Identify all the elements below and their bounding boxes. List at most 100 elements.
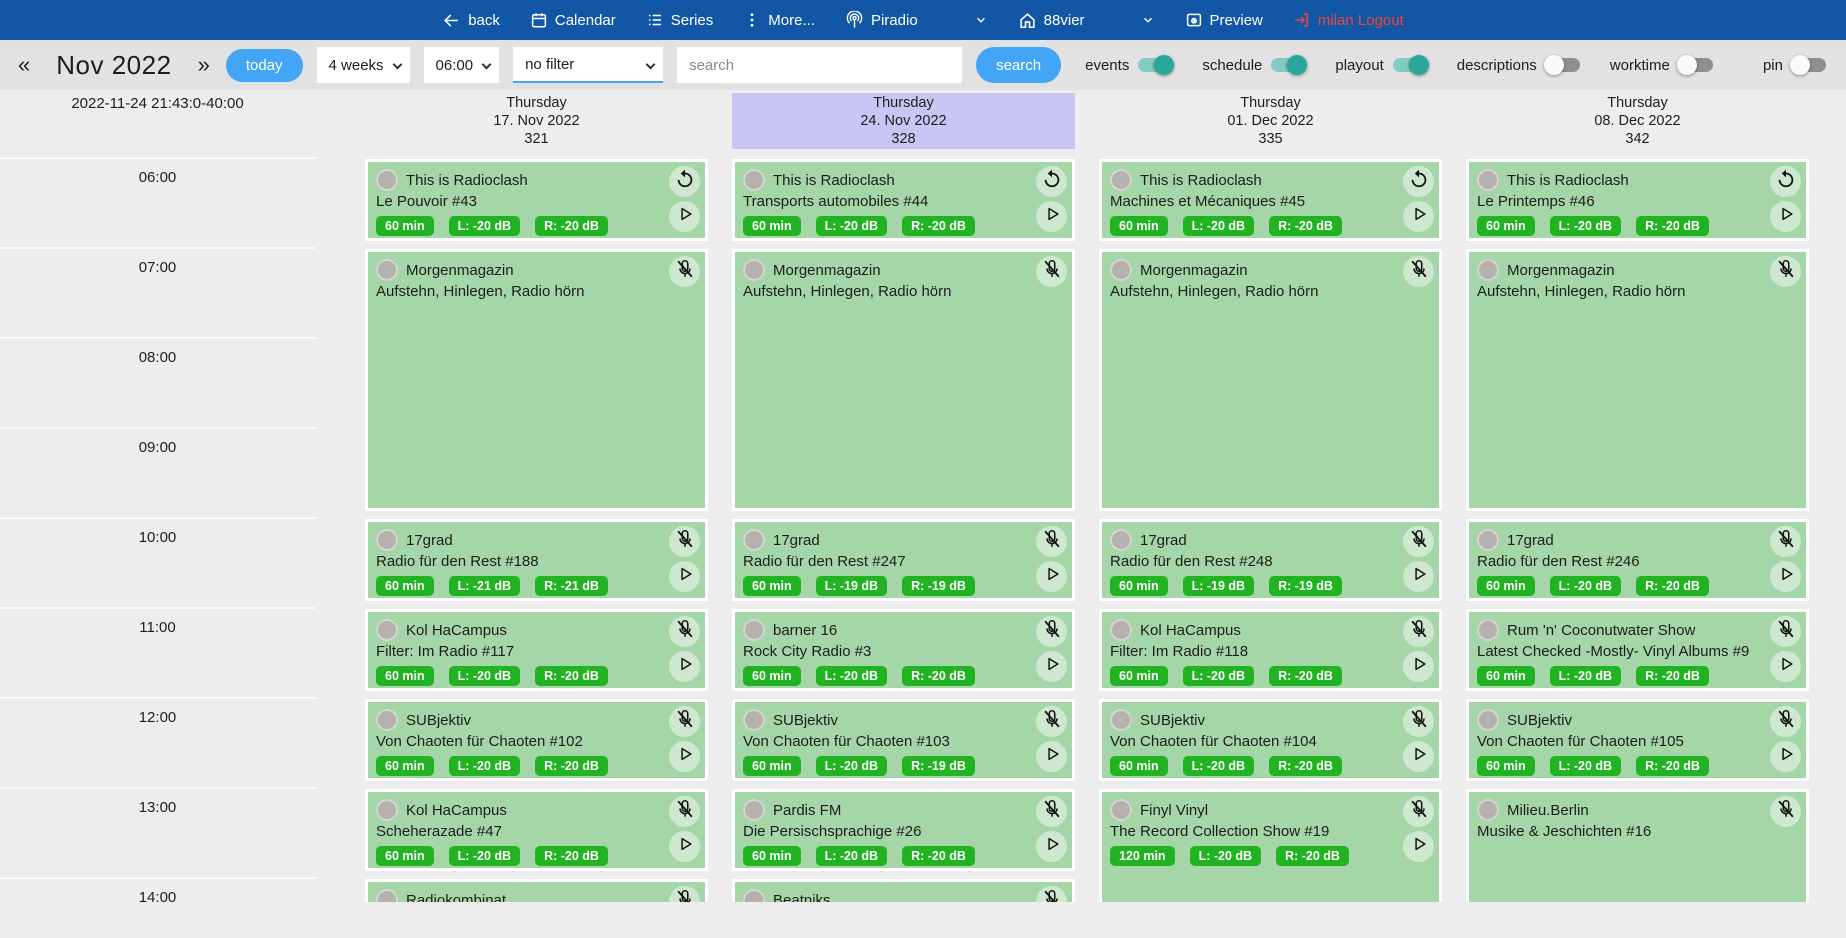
show-avatar [376, 799, 398, 821]
mic-off-button[interactable] [1403, 706, 1434, 737]
search-input[interactable] [677, 47, 963, 83]
event-card[interactable]: Rum 'n' Coconutwater Show Latest Checked… [1466, 609, 1809, 691]
event-card[interactable]: Radiokombinat [365, 879, 708, 902]
mic-off-button[interactable] [669, 796, 700, 827]
channel-dropdown-chevron[interactable] [1141, 13, 1155, 27]
nav-calendar[interactable]: Calendar [530, 11, 616, 29]
play-button[interactable] [1036, 831, 1067, 862]
play-button[interactable] [669, 741, 700, 772]
nav-logout[interactable]: milan Logout [1293, 11, 1404, 29]
event-card[interactable]: Kol HaCampus Scheherazade #47 60 min L: -… [365, 789, 708, 871]
nav-channel[interactable]: 88vier [1018, 11, 1085, 30]
event-card[interactable]: This is Radioclash Transports automobile… [732, 159, 1075, 241]
event-card[interactable]: Kol HaCampus Filter: Im Radio #118 60 mi… [1099, 609, 1442, 691]
play-button[interactable] [1036, 651, 1067, 682]
event-card[interactable]: Beatniks [732, 879, 1075, 902]
event-card[interactable]: SUBjektiv Von Chaoten für Chaoten #105 6… [1466, 699, 1809, 781]
event-card[interactable]: Pardis FM Die Persischsprachige #26 60 m… [732, 789, 1075, 871]
mic-off-button[interactable] [1770, 616, 1801, 647]
today-button[interactable]: today [225, 48, 303, 82]
mic-off-button[interactable] [1770, 796, 1801, 827]
play-button[interactable] [1770, 561, 1801, 592]
event-card[interactable]: This is Radioclash Machines et Mécanique… [1099, 159, 1442, 241]
search-button[interactable]: search [976, 47, 1062, 83]
replay-button[interactable] [1770, 166, 1801, 197]
mic-off-button[interactable] [1403, 526, 1434, 557]
play-button[interactable] [1770, 201, 1801, 232]
nav-series[interactable]: Series [646, 11, 713, 29]
play-button[interactable] [669, 831, 700, 862]
mic-off-button[interactable] [1036, 796, 1067, 827]
event-card[interactable]: Morgenmagazin Aufstehn, Hinlegen, Radio … [1099, 249, 1442, 511]
toggle-worktime[interactable] [1676, 55, 1713, 75]
play-button[interactable] [1036, 561, 1067, 592]
filter-select[interactable]: no filter [513, 47, 664, 83]
play-button[interactable] [1036, 201, 1067, 232]
event-card[interactable]: This is Radioclash Le Pouvoir #43 60 min… [365, 159, 708, 241]
play-button[interactable] [1036, 741, 1067, 772]
play-button[interactable] [1403, 201, 1434, 232]
mic-off-button[interactable] [1403, 256, 1434, 287]
event-card[interactable]: SUBjektiv Von Chaoten für Chaoten #102 6… [365, 699, 708, 781]
play-button[interactable] [1403, 561, 1434, 592]
mic-off-button[interactable] [1036, 706, 1067, 737]
mic-off-button[interactable] [669, 886, 700, 902]
day-column-header[interactable]: Thursday 08. Dec 2022 342 [1466, 93, 1809, 149]
station-dropdown-chevron[interactable] [974, 13, 988, 27]
replay-button[interactable] [1403, 166, 1434, 197]
mic-off-button[interactable] [669, 256, 700, 287]
event-card[interactable]: This is Radioclash Le Printemps #46 60 m… [1466, 159, 1809, 241]
mic-off-button[interactable] [1036, 526, 1067, 557]
play-button[interactable] [1770, 741, 1801, 772]
nav-station[interactable]: Piradio [845, 10, 918, 30]
event-card[interactable]: 17grad Radio für den Rest #188 60 min L: … [365, 519, 708, 601]
mic-off-button[interactable] [1770, 526, 1801, 557]
toggle-schedule[interactable] [1271, 55, 1308, 75]
event-card[interactable]: SUBjektiv Von Chaoten für Chaoten #103 6… [732, 699, 1075, 781]
nav-back[interactable]: back [442, 11, 500, 30]
mic-off-button[interactable] [669, 706, 700, 737]
event-card[interactable]: barner 16 Rock City Radio #3 60 min L: -2… [732, 609, 1075, 691]
nav-preview[interactable]: Preview [1185, 11, 1263, 29]
play-button[interactable] [669, 201, 700, 232]
prev-month-button[interactable]: « [18, 52, 31, 77]
replay-button[interactable] [669, 166, 700, 197]
play-button[interactable] [1403, 651, 1434, 682]
day-column-header[interactable]: Thursday 17. Nov 2022 321 [365, 93, 708, 149]
day-column-header[interactable]: Thursday 24. Nov 2022 328 [732, 93, 1075, 149]
mic-off-button[interactable] [1770, 256, 1801, 287]
play-button[interactable] [669, 561, 700, 592]
day-column-header[interactable]: Thursday 01. Dec 2022 335 [1099, 93, 1442, 149]
mic-off-button[interactable] [669, 526, 700, 557]
replay-button[interactable] [1036, 166, 1067, 197]
mic-off-button[interactable] [1036, 256, 1067, 287]
toggle-descriptions[interactable] [1543, 55, 1580, 75]
event-card[interactable]: 17grad Radio für den Rest #247 60 min L: … [732, 519, 1075, 601]
mic-off-button[interactable] [1403, 616, 1434, 647]
toggle-events[interactable] [1138, 55, 1175, 75]
play-button[interactable] [1770, 651, 1801, 682]
event-card[interactable]: Milieu.Berlin Musike & Jeschichten #16 [1466, 789, 1809, 902]
mic-off-button[interactable] [1403, 796, 1434, 827]
event-card[interactable]: Morgenmagazin Aufstehn, Hinlegen, Radio … [365, 249, 708, 511]
mic-off-button[interactable] [1036, 886, 1067, 902]
play-button[interactable] [1403, 741, 1434, 772]
play-button[interactable] [1403, 831, 1434, 862]
mic-off-button[interactable] [669, 616, 700, 647]
nav-more[interactable]: More... [743, 11, 815, 29]
event-card[interactable]: Kol HaCampus Filter: Im Radio #117 60 mi… [365, 609, 708, 691]
event-card[interactable]: Morgenmagazin Aufstehn, Hinlegen, Radio … [732, 249, 1075, 511]
event-card[interactable]: SUBjektiv Von Chaoten für Chaoten #104 6… [1099, 699, 1442, 781]
start-time-select[interactable]: 06:00 [423, 47, 500, 83]
pin-toggle[interactable] [1790, 55, 1826, 75]
mic-off-button[interactable] [1036, 616, 1067, 647]
toggle-playout[interactable] [1392, 55, 1429, 75]
event-card[interactable]: 17grad Radio für den Rest #246 60 min L: … [1466, 519, 1809, 601]
play-button[interactable] [669, 651, 700, 682]
mic-off-button[interactable] [1770, 706, 1801, 737]
next-month-button[interactable]: » [197, 52, 210, 77]
event-card[interactable]: 17grad Radio für den Rest #248 60 min L: … [1099, 519, 1442, 601]
range-select[interactable]: 4 weeks [316, 47, 410, 83]
event-card[interactable]: Morgenmagazin Aufstehn, Hinlegen, Radio … [1466, 249, 1809, 511]
event-card[interactable]: Finyl Vinyl The Record Collection Show #… [1099, 789, 1442, 902]
